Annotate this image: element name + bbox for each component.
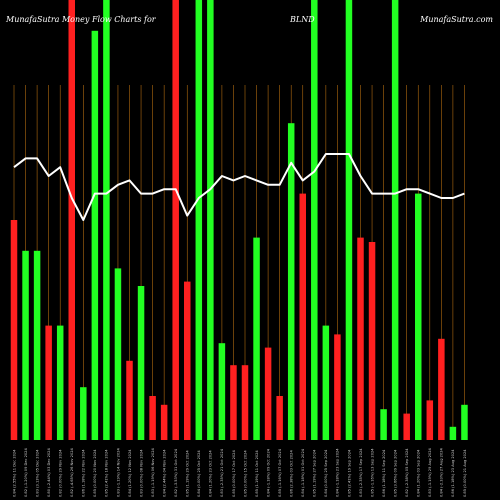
money-flow-bar	[368, 242, 376, 440]
money-flow-bar	[426, 400, 434, 440]
x-tick-label: 0.85 (1.19%) 11 Oct 2024	[255, 450, 259, 497]
x-tick-label: 0.83 (-1.19%) 29 Aug 2024	[428, 447, 432, 497]
header-left-text: MunafaSutra Money Flow Charts for	[6, 15, 156, 24]
money-flow-bar	[403, 413, 410, 440]
x-tick-label: 0.85 (-1.16%) 07 Oct 2024	[278, 448, 282, 497]
x-tick-label: 0.85 (1.19%) 27 Sep 2024	[313, 449, 317, 497]
price-line	[13, 153, 465, 221]
x-tick-label: 0.85 (-1.16%) 13 Sep 2024	[370, 448, 374, 497]
x-tick-label: 0.85 (1.19%) 29 Oct 2024	[186, 450, 190, 497]
money-flow-bar	[195, 0, 203, 440]
x-tick-label: 0.84 (1.20%) 12 Nov 2024	[128, 449, 132, 497]
money-flow-bar	[10, 220, 18, 440]
x-tick-label: 0.84 (-1.18%) 09 Oct 2024	[266, 448, 270, 497]
x-tick-label: 0.84 (2.44%) 04 Nov 2024	[162, 449, 166, 497]
x-tick-label: 0.84 (1.20%) 03 Sep 2024	[417, 449, 421, 497]
money-flow-bar	[149, 396, 156, 440]
money-flow-bar	[45, 325, 52, 440]
money-flow-bar	[311, 0, 318, 440]
x-tick-label: 0.84 (1.20%) 23 Oct 2024	[209, 450, 213, 497]
money-flow-bar	[391, 0, 399, 440]
x-axis-labels: 0.84 (2.55%) 11 Dec 2024 0.82 (-1.20%) 09…	[12, 447, 466, 497]
x-tick-label: 0.83 (3.13%) 05 Dec 2024	[35, 449, 39, 497]
money-flow-bar	[218, 343, 226, 440]
x-tick-label: 0.85 (0.00%) 15 Oct 2024	[243, 450, 247, 497]
x-tick-label: 0.85 (0.00%) 17 Oct 2024	[232, 450, 236, 497]
money-flow-bar	[415, 193, 422, 440]
money-flow-bar	[207, 0, 214, 440]
money-flow-bar	[253, 237, 260, 440]
x-tick-label: 0.84 (-1.18%) 23 Sep 2024	[336, 448, 340, 497]
x-tick-label: 0.85 (2.41%) 18 Nov 2024	[105, 449, 109, 497]
x-tick-label: 0.83 (-1.19%) 14 Nov 2024	[116, 447, 120, 497]
x-tick-label: 0.83 (-2.35%) 17 Sep 2024	[359, 448, 363, 497]
x-tick-label: 0.84 (-2.33%) 27 Aug 2024	[440, 447, 444, 497]
money-flow-bar	[276, 396, 283, 440]
x-tick-label: 0.86 (2.38%) 03 Oct 2024	[290, 450, 294, 497]
money-flow-bar	[357, 237, 364, 440]
money-flow-bar	[345, 0, 353, 440]
money-flow-bar	[172, 0, 179, 440]
money-flow-bar	[299, 193, 306, 440]
x-tick-label: 0.85 (2.41%) 19 Sep 2024	[347, 449, 351, 497]
money-flow-bar	[114, 268, 122, 440]
price-line-layer	[13, 153, 465, 221]
x-tick-label: 0.82 (-2.38%) 05 Sep 2024	[405, 448, 409, 497]
x-tick-label: 0.85 (0.00%) 21 Aug 2024	[463, 449, 467, 497]
x-tick-label: 0.82 (-3.53%) 31 Oct 2024	[174, 448, 178, 497]
x-tick-label: 0.84 (2.55%) 11 Dec 2024	[12, 449, 16, 497]
header-site-name: MunafaSutra.com	[420, 15, 493, 24]
money-flow-bar	[241, 365, 249, 440]
money-flow-bar	[449, 426, 457, 440]
money-flow-bar	[380, 409, 387, 440]
money-flow-bar	[22, 250, 29, 440]
x-tick-label: 0.85 (0.00%) 20 Nov 2024	[93, 449, 97, 497]
money-flow-bar	[438, 338, 445, 440]
money-flow-bar	[68, 0, 75, 440]
x-tick-label: 0.83 (0.00%) 08 Nov 2024	[139, 449, 143, 497]
x-tick-label: 0.82 (0.00%) 29 Nov 2024	[59, 449, 63, 497]
money-flow-bar	[103, 0, 110, 440]
money-flow-bar	[33, 250, 41, 440]
money-flow-bar	[126, 360, 133, 440]
x-tick-label: 0.82 (-4.65%) 26 Nov 2024	[70, 447, 74, 497]
money-flow-bar	[184, 281, 191, 440]
x-tick-label: 0.86 (1.18%) 23 Aug 2024	[451, 449, 455, 497]
money-flow-bar	[91, 30, 99, 441]
money-flow-bar	[264, 347, 272, 440]
money-flow-bar	[56, 325, 64, 440]
money-flow-bar	[322, 325, 330, 440]
money-flow-bar	[80, 387, 87, 440]
money-flow-bar	[334, 334, 341, 440]
money-flow-bar	[230, 365, 237, 440]
money-flow-bar	[137, 286, 145, 440]
money-flow-bar	[461, 404, 468, 440]
x-tick-label: 0.84 (0.00%) 25 Oct 2024	[197, 450, 201, 497]
money-flow-bars	[10, 0, 468, 441]
x-tick-label: 0.83 (-2.35%) 21 Oct 2024	[220, 448, 224, 497]
header-ticker: BLND	[290, 15, 315, 24]
x-tick-label: 0.84 (-1.18%) 01 Oct 2024	[301, 448, 305, 497]
x-tick-label: 0.84 (0.00%) 25 Sep 2024	[324, 449, 328, 497]
money-flow-bar	[287, 123, 295, 440]
x-tick-label: 0.86 (1.18%) 22 Nov 2024	[82, 449, 86, 497]
x-tick-label: 0.85 (3.66%) 09 Sep 2024	[393, 449, 397, 497]
x-tick-label: 0.83 (-1.19%) 06 Nov 2024	[151, 447, 155, 497]
x-tick-label: 0.82 (-1.20%) 09 Dec 2024	[24, 448, 28, 497]
x-tick-label: 0.86 (1.18%) 11 Sep 2024	[382, 449, 386, 497]
x-tick-label: 0.80 (-2.44%) 03 Dec 2024	[47, 448, 51, 497]
money-flow-bar	[160, 404, 168, 440]
